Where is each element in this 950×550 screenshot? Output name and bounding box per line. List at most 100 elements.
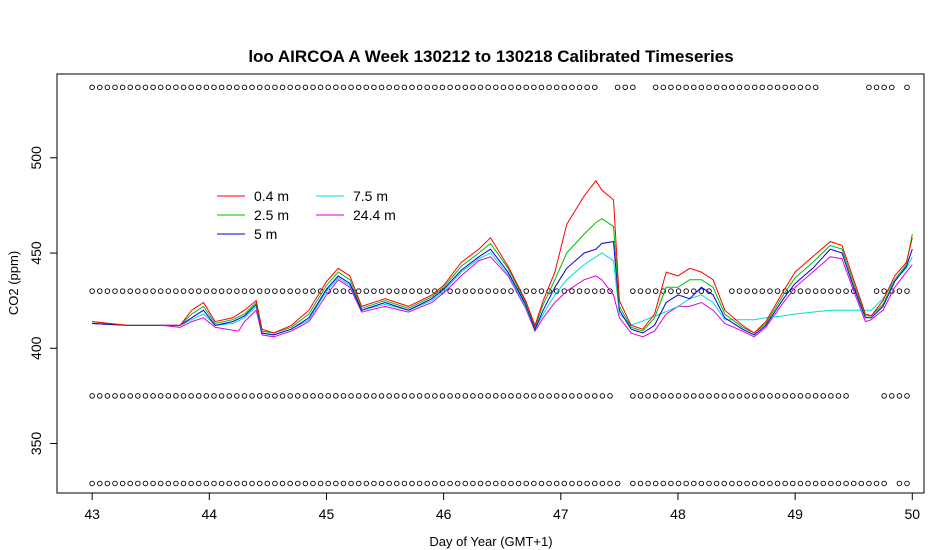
marker-point bbox=[797, 393, 804, 399]
series-line-0-4-m bbox=[92, 179, 913, 334]
marker-point bbox=[424, 84, 430, 91]
marker-point bbox=[652, 288, 659, 294]
series-line-2-5-m bbox=[92, 218, 913, 334]
marker-point bbox=[447, 480, 453, 487]
marker-point bbox=[142, 480, 149, 487]
marker-point bbox=[782, 84, 788, 91]
marker-point bbox=[805, 480, 811, 487]
marker-point bbox=[614, 84, 621, 91]
marker-point bbox=[203, 393, 210, 399]
marker-point bbox=[386, 288, 392, 294]
marker-point bbox=[713, 84, 720, 91]
marker-point bbox=[302, 84, 309, 91]
marker-point bbox=[241, 288, 248, 294]
marker-point bbox=[477, 480, 484, 487]
marker-point bbox=[637, 393, 644, 399]
marker-point bbox=[97, 84, 103, 91]
marker-point bbox=[432, 393, 438, 399]
marker-point bbox=[691, 480, 697, 487]
marker-point bbox=[439, 393, 446, 399]
marker-point bbox=[790, 84, 796, 91]
marker-point bbox=[355, 480, 362, 487]
marker-point bbox=[348, 393, 354, 399]
marker-point bbox=[607, 480, 613, 487]
marker-point bbox=[355, 393, 362, 399]
marker-point bbox=[546, 84, 552, 91]
marker-point bbox=[203, 84, 210, 91]
marker-point bbox=[470, 480, 476, 487]
marker-point bbox=[119, 84, 126, 91]
marker-point bbox=[401, 84, 408, 91]
marker-point bbox=[249, 480, 255, 487]
marker-point bbox=[736, 84, 743, 91]
marker-point bbox=[340, 480, 347, 487]
x-tick-label: 43 bbox=[84, 506, 100, 522]
marker-point bbox=[234, 393, 240, 399]
marker-point bbox=[645, 288, 651, 294]
marker-point bbox=[470, 393, 476, 399]
marker-point bbox=[599, 480, 606, 487]
marker-point bbox=[378, 480, 385, 487]
marker-point bbox=[470, 84, 476, 91]
marker-point bbox=[264, 480, 271, 487]
marker-point bbox=[622, 84, 628, 91]
marker-point bbox=[401, 288, 408, 294]
marker-point bbox=[241, 393, 248, 399]
marker-point bbox=[668, 84, 674, 91]
marker-point bbox=[386, 84, 392, 91]
marker-point bbox=[744, 480, 750, 487]
series-lines bbox=[92, 179, 913, 338]
marker-point bbox=[363, 393, 370, 399]
marker-point bbox=[157, 288, 164, 294]
marker-point bbox=[759, 480, 766, 487]
marker-point bbox=[196, 288, 202, 294]
marker-point bbox=[493, 288, 499, 294]
marker-point bbox=[127, 393, 133, 399]
marker-point bbox=[302, 288, 309, 294]
marker-point bbox=[119, 288, 126, 294]
marker-point bbox=[218, 84, 225, 91]
marker-point bbox=[881, 84, 887, 91]
marker-point bbox=[157, 393, 164, 399]
marker-point bbox=[485, 393, 491, 399]
marker-point bbox=[744, 393, 750, 399]
marker-point bbox=[721, 393, 727, 399]
marker-point bbox=[295, 84, 301, 91]
marker-point bbox=[104, 393, 111, 399]
marker-point bbox=[729, 288, 735, 294]
x-tick-label: 48 bbox=[670, 506, 686, 522]
marker-point bbox=[561, 393, 568, 399]
marker-point bbox=[386, 480, 392, 487]
marker-point bbox=[317, 480, 324, 487]
marker-point bbox=[812, 480, 819, 487]
marker-point bbox=[173, 393, 179, 399]
marker-point bbox=[462, 393, 469, 399]
marker-point bbox=[553, 84, 560, 91]
marker-point bbox=[729, 480, 735, 487]
marker-point bbox=[226, 480, 232, 487]
marker-point bbox=[896, 288, 903, 294]
marker-point bbox=[797, 288, 804, 294]
marker-point bbox=[553, 480, 560, 487]
marker-point bbox=[576, 480, 583, 487]
marker-point bbox=[279, 84, 286, 91]
marker-point bbox=[454, 480, 461, 487]
marker-point bbox=[812, 84, 819, 91]
marker-point bbox=[843, 288, 849, 294]
marker-point bbox=[401, 393, 408, 399]
marker-point bbox=[630, 84, 636, 91]
marker-point bbox=[820, 480, 826, 487]
marker-point bbox=[447, 393, 453, 399]
marker-point bbox=[363, 480, 370, 487]
marker-point bbox=[371, 480, 377, 487]
marker-point bbox=[858, 480, 865, 487]
marker-point bbox=[150, 393, 156, 399]
marker-point bbox=[630, 480, 636, 487]
marker-point bbox=[196, 84, 202, 91]
marker-point bbox=[698, 393, 705, 399]
marker-point bbox=[774, 84, 781, 91]
marker-point bbox=[790, 480, 796, 487]
marker-point bbox=[97, 393, 103, 399]
marker-point bbox=[394, 393, 400, 399]
legend-label: 24.4 m bbox=[353, 207, 396, 223]
